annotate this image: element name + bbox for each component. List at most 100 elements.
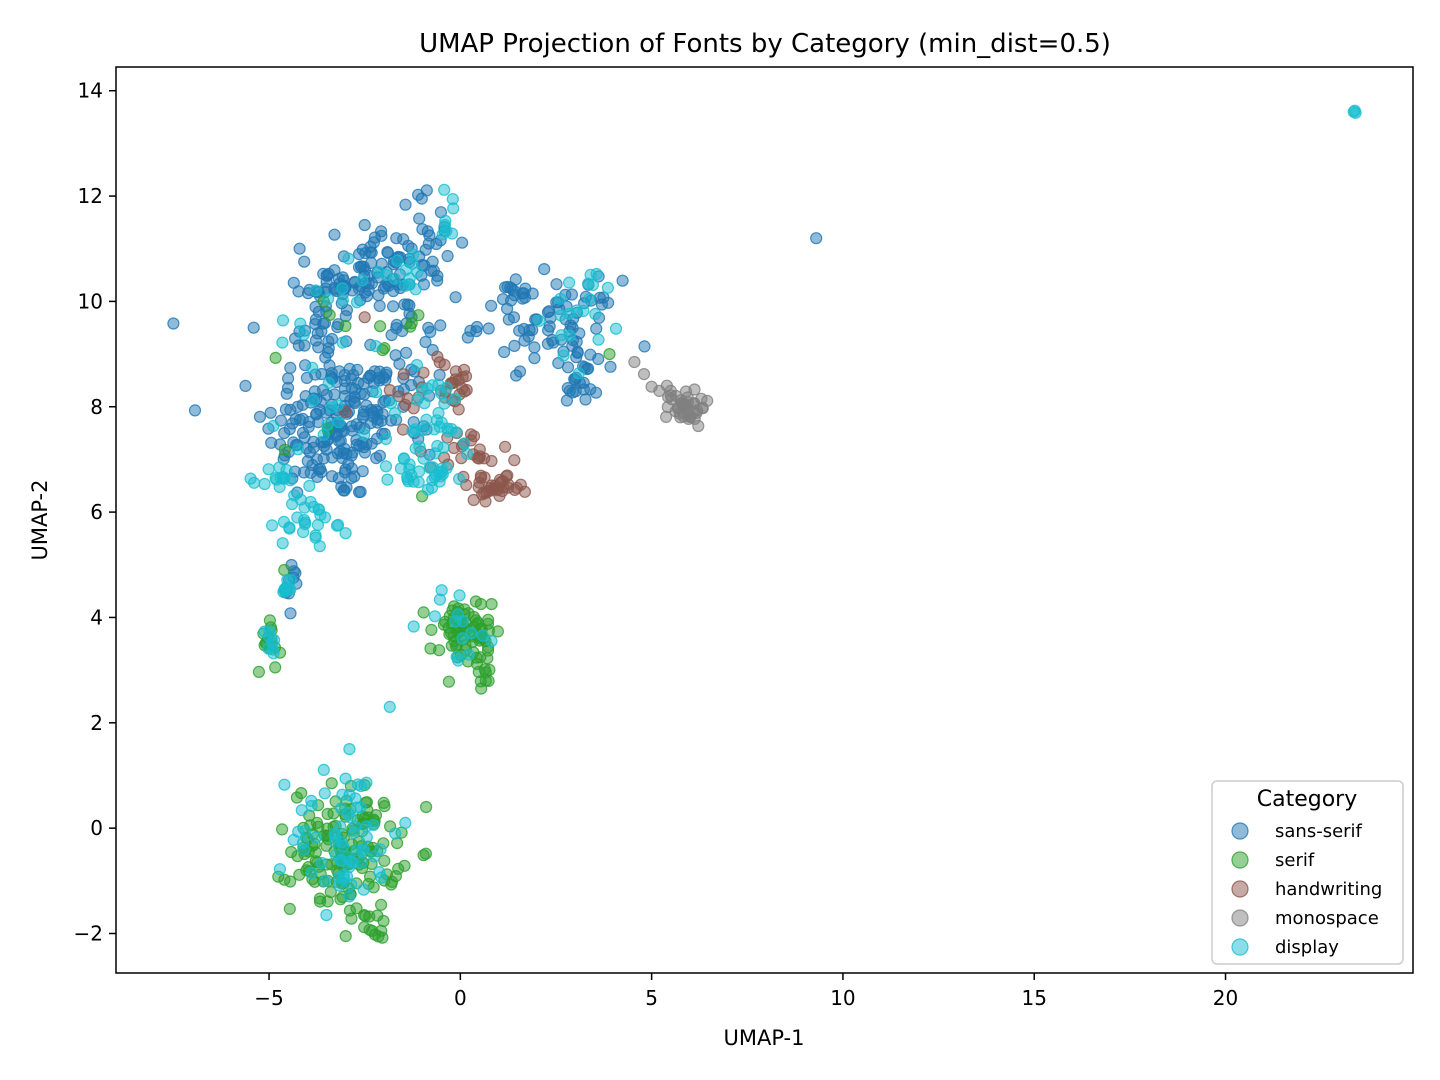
point-display (339, 527, 352, 540)
point-display (307, 394, 320, 407)
point-display (350, 296, 364, 309)
point-sans-serif (300, 371, 313, 384)
legend-marker-monospace (1231, 909, 1249, 927)
point-display (572, 367, 585, 380)
point-display (458, 437, 471, 450)
point-sans-serif (188, 404, 202, 417)
point-serif (485, 597, 498, 611)
point-sans-serif (616, 274, 629, 287)
point-sans-serif (358, 218, 371, 232)
point-display (278, 582, 291, 596)
point-sans-serif (638, 340, 651, 353)
point-display (445, 423, 458, 436)
point-display (431, 439, 444, 453)
point-sans-serif (307, 441, 320, 454)
point-display (276, 537, 289, 550)
y-tick-label: 4 (90, 605, 103, 629)
point-sans-serif (338, 382, 351, 395)
point-display (334, 820, 347, 833)
point-display (283, 522, 296, 535)
point-serif (417, 606, 430, 619)
point-sans-serif (508, 339, 521, 352)
point-sans-serif (544, 311, 557, 324)
point-sans-serif (425, 264, 438, 277)
point-sans-serif (322, 335, 335, 348)
point-sans-serif (296, 412, 309, 425)
point-serif (252, 665, 265, 679)
point-display (485, 634, 498, 648)
point-display (267, 420, 280, 433)
point-sans-serif (167, 317, 180, 330)
point-sans-serif (393, 357, 406, 370)
point-display (438, 183, 451, 196)
legend-box (1211, 780, 1404, 965)
point-serif (377, 796, 390, 810)
point-sans-serif (343, 362, 356, 375)
legend-marker-display (1231, 938, 1249, 956)
point-display (609, 322, 623, 335)
point-sans-serif (509, 369, 523, 382)
point-display (379, 432, 393, 445)
point-display (332, 416, 345, 429)
point-serif (276, 823, 289, 836)
point-sans-serif (239, 379, 252, 392)
point-display (372, 265, 385, 279)
legend: Category sans-serif serif handwriting monos… (1211, 780, 1404, 965)
point-sans-serif (528, 352, 541, 365)
point-display (262, 463, 275, 476)
point-sans-serif (413, 212, 426, 225)
legend-label-monospace: monospace (1275, 908, 1379, 929)
point-sans-serif (502, 313, 515, 326)
point-sans-serif (284, 607, 297, 620)
point-sans-serif (287, 276, 300, 289)
point-handwriting (508, 454, 521, 467)
point-monospace (628, 355, 641, 369)
point-serif (378, 854, 391, 867)
point-sans-serif (566, 339, 579, 352)
point-serif (372, 930, 385, 943)
point-display (601, 281, 615, 294)
legend-label-sans-serif: sans-serif (1275, 821, 1363, 842)
point-sans-serif (322, 267, 335, 280)
point-sans-serif (328, 388, 341, 401)
point-display (292, 443, 305, 456)
y-tick-label: 14 (78, 79, 103, 103)
point-display (557, 349, 570, 362)
y-tick-label: 2 (90, 711, 103, 735)
point-serif (374, 320, 387, 333)
point-monospace (692, 419, 705, 433)
point-sans-serif (326, 451, 339, 464)
point-display (413, 465, 426, 478)
point-sans-serif (420, 184, 433, 197)
point-display (562, 276, 576, 289)
point-display (354, 801, 367, 814)
point-display (428, 610, 441, 623)
point-sans-serif (387, 284, 400, 298)
scatter-points (167, 104, 1362, 944)
point-display (590, 267, 603, 281)
point-display (357, 883, 370, 896)
point-display (460, 447, 474, 460)
point-sans-serif (348, 470, 361, 483)
point-display (356, 274, 369, 287)
point-display (453, 589, 466, 602)
point-serif (425, 623, 438, 637)
point-sans-serif (365, 256, 378, 269)
y-tick-label: 0 (90, 816, 103, 840)
point-display (453, 472, 466, 485)
point-display (343, 890, 356, 903)
point-display (322, 376, 335, 389)
series-sans-serif (167, 184, 823, 620)
point-sans-serif (496, 293, 510, 306)
point-sans-serif (528, 341, 541, 354)
point-sans-serif (298, 339, 311, 352)
point-sans-serif (280, 387, 293, 400)
point-handwriting (431, 350, 444, 363)
point-sans-serif (332, 472, 345, 485)
point-display (452, 654, 465, 667)
point-sans-serif (604, 360, 617, 373)
point-display (397, 452, 410, 465)
point-sans-serif (400, 346, 413, 359)
point-display (589, 307, 602, 321)
point-sans-serif (380, 366, 393, 379)
